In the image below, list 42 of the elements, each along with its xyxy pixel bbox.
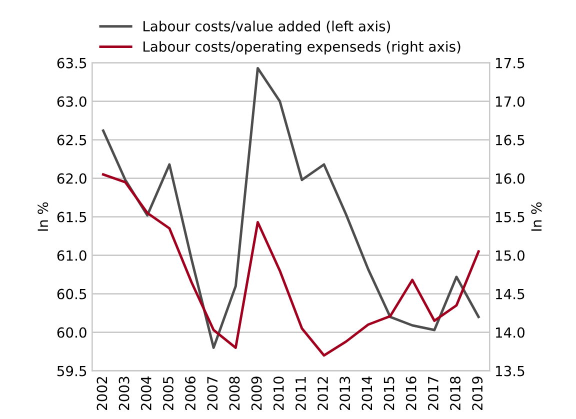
x-tick-label: 2019	[472, 376, 483, 410]
y-tick-label: 61.5	[57, 212, 86, 222]
y2-axis-title: In %	[531, 202, 542, 231]
x-tick-label: 2005	[162, 376, 174, 410]
x-tick-label: 2008	[229, 376, 240, 410]
y-tick-label: 61.0	[57, 250, 86, 261]
y2-tick-label: 14.5	[496, 288, 524, 300]
x-tick-label: 2004	[140, 376, 152, 410]
y2-tick-label: 16.0	[496, 173, 524, 184]
x-tick-label: 2009	[251, 376, 262, 410]
y2-tick-label: 17.5	[496, 58, 524, 68]
y-axis-title: In %	[38, 202, 48, 231]
y-tick-label: 60.0	[57, 327, 86, 338]
x-tick-label: 2015	[384, 376, 394, 410]
y-tick-label: 63.5	[57, 58, 86, 68]
y2-tick-label: 13.5	[496, 366, 524, 376]
y2-tick-label: 15.5	[496, 212, 524, 222]
x-tick-label: 2013	[340, 376, 350, 410]
x-tick-label: 2002	[96, 377, 108, 410]
y2-tick-label: 17.0	[496, 96, 524, 107]
y2-tick-label: 14.0	[496, 327, 524, 338]
x-tick-label: 2003	[118, 376, 130, 410]
line-series	[102, 173, 480, 357]
x-tick-label: 2012	[318, 377, 328, 410]
y2-tick-label: 15.0	[496, 250, 524, 261]
x-tick-label: 2018	[450, 376, 461, 410]
y-tick-label: 63.0	[57, 96, 86, 107]
x-tick-label: 2010	[273, 376, 284, 410]
y-tick-label: 60.5	[57, 288, 86, 300]
y-tick-label: 62.0	[57, 173, 86, 184]
line-series	[102, 66, 480, 349]
legend-label: Labour costs/operating expenseds (right axis)	[144, 41, 460, 55]
y-tick-label: 62.5	[57, 134, 86, 146]
x-tick-label: 2016	[406, 376, 416, 410]
x-tick-label: 2007	[207, 376, 218, 410]
x-tick-label: 2017	[428, 376, 438, 410]
y-tick-label: 59.5	[57, 366, 86, 376]
x-tick-label: 2011	[295, 376, 306, 410]
x-tick-label: 2006	[185, 376, 196, 410]
x-tick-label: 2014	[362, 376, 372, 410]
legend-label: Labour costs/value added (left axis)	[144, 20, 390, 34]
y2-tick-label: 16.5	[496, 134, 524, 146]
